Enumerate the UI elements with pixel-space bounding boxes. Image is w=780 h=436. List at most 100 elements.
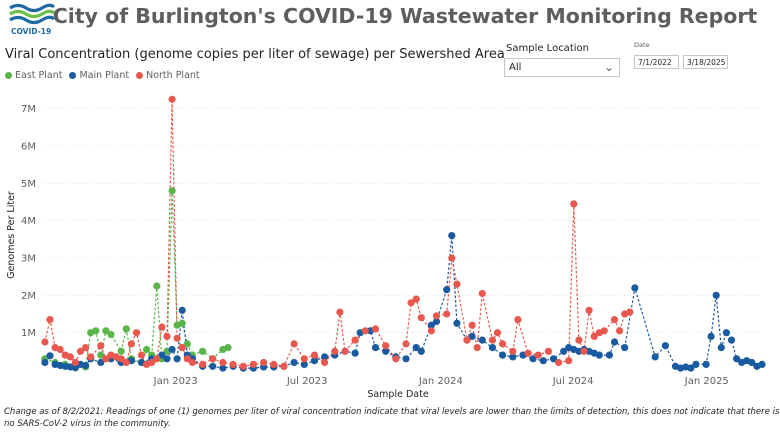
data-point bbox=[351, 336, 359, 344]
data-point bbox=[382, 342, 390, 350]
data-point bbox=[529, 355, 537, 363]
data-point bbox=[92, 327, 100, 335]
y-tick-label: 5M bbox=[21, 179, 36, 190]
data-point bbox=[137, 351, 146, 359]
data-point bbox=[463, 336, 471, 344]
data-point bbox=[46, 352, 54, 360]
data-point bbox=[427, 327, 435, 335]
data-point bbox=[341, 347, 349, 355]
data-point bbox=[448, 232, 456, 240]
legend-label-north: North Plant bbox=[146, 70, 200, 81]
date-start-input[interactable]: 7/1/2022 bbox=[634, 55, 679, 69]
gridlines bbox=[42, 108, 762, 334]
data-point bbox=[499, 351, 507, 359]
data-point bbox=[168, 95, 176, 103]
data-point bbox=[158, 351, 166, 359]
data-point bbox=[539, 357, 547, 365]
data-point bbox=[432, 317, 441, 326]
data-point bbox=[427, 321, 435, 329]
data-point bbox=[153, 355, 161, 363]
data-point bbox=[310, 357, 319, 365]
data-point bbox=[727, 336, 736, 344]
data-point bbox=[168, 187, 176, 195]
data-point bbox=[717, 344, 725, 352]
series-line bbox=[44, 190, 229, 368]
data-point bbox=[661, 342, 670, 350]
legend-item-main[interactable]: Main Plant bbox=[69, 70, 129, 81]
data-point bbox=[610, 338, 619, 346]
data-point bbox=[585, 306, 593, 314]
data-point bbox=[102, 355, 110, 363]
sample-location-dropdown[interactable]: All ⌄ bbox=[504, 58, 620, 77]
data-point bbox=[412, 295, 420, 303]
data-point bbox=[66, 353, 74, 361]
data-point bbox=[417, 314, 425, 322]
sample-location-label: Sample Location bbox=[506, 43, 589, 54]
footnote: Change as of 8/2/2021: Readings of one (… bbox=[4, 407, 780, 429]
x-tick-label: Jan 2025 bbox=[684, 376, 729, 387]
x-tick-label: Jan 2023 bbox=[153, 376, 198, 387]
data-point bbox=[148, 358, 156, 367]
data-point bbox=[733, 355, 741, 363]
data-point bbox=[534, 351, 542, 359]
data-point bbox=[97, 351, 105, 359]
legend-label-east: East Plant bbox=[15, 70, 63, 81]
x-tick-label: Jul 2024 bbox=[552, 376, 594, 387]
data-point bbox=[432, 312, 441, 320]
data-point bbox=[473, 344, 481, 352]
data-point bbox=[443, 310, 451, 318]
report-title: City of Burlington's COVID-19 Wastewater… bbox=[52, 4, 758, 28]
data-point bbox=[173, 334, 181, 342]
data-point bbox=[453, 280, 461, 288]
data-point bbox=[300, 360, 308, 368]
data-point bbox=[188, 358, 196, 367]
data-point bbox=[183, 340, 191, 348]
data-point bbox=[290, 340, 298, 348]
y-tick-label: 7M bbox=[21, 104, 36, 115]
data-point bbox=[143, 345, 151, 354]
data-point bbox=[168, 345, 176, 354]
data-point bbox=[595, 351, 603, 359]
data-point bbox=[97, 342, 105, 350]
x-axis-title: Sample Date bbox=[367, 389, 429, 400]
data-point bbox=[544, 347, 553, 355]
data-point bbox=[71, 358, 79, 367]
data-point bbox=[239, 362, 247, 370]
x-tick-label: Jan 2024 bbox=[418, 376, 463, 387]
data-point bbox=[219, 358, 227, 367]
x-axis-ticks: Jan 2023 Jul 2023 Jan 2024 Jul 2024 Jan 2025 bbox=[153, 376, 729, 387]
data-point bbox=[722, 329, 731, 337]
date-end-input[interactable]: 3/18/2025 bbox=[683, 55, 728, 69]
legend-label-main: Main Plant bbox=[79, 70, 130, 81]
data-point bbox=[41, 358, 49, 367]
data-point bbox=[56, 345, 64, 354]
data-point bbox=[132, 329, 141, 337]
data-point bbox=[331, 347, 339, 355]
data-point bbox=[249, 360, 257, 368]
data-point bbox=[758, 360, 766, 368]
data-point bbox=[468, 321, 476, 329]
data-point bbox=[575, 336, 583, 344]
data-point bbox=[570, 200, 578, 208]
data-point bbox=[102, 327, 110, 335]
data-point bbox=[178, 306, 186, 314]
sample-location-value: All bbox=[509, 62, 522, 73]
data-point bbox=[488, 344, 497, 352]
data-point bbox=[631, 284, 639, 292]
data-point bbox=[382, 347, 390, 355]
data-point bbox=[224, 344, 232, 352]
data-point bbox=[402, 340, 410, 348]
data-point bbox=[453, 319, 461, 327]
data-point bbox=[478, 336, 486, 344]
y-axis-ticks: 1M 2M 3M 4M 5M 6M 7M bbox=[21, 104, 36, 339]
y-axis-title: Genomes Per Liter bbox=[6, 191, 17, 279]
y-tick-label: 4M bbox=[21, 216, 36, 227]
data-point bbox=[76, 347, 85, 355]
data-point bbox=[488, 336, 497, 344]
data-point bbox=[117, 347, 125, 355]
data-point bbox=[127, 340, 135, 348]
legend-item-north[interactable]: North Plant bbox=[136, 70, 200, 81]
data-point bbox=[41, 338, 49, 346]
legend-item-east[interactable]: East Plant bbox=[5, 70, 62, 81]
data-point bbox=[707, 332, 715, 340]
